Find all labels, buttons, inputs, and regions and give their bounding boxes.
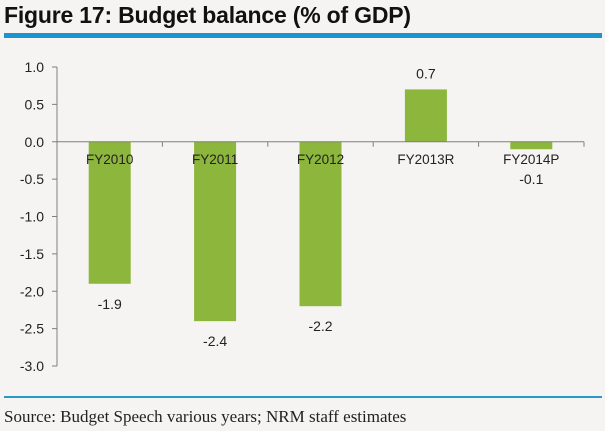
x-tick-label: FY2013R (397, 152, 454, 167)
x-tick-label: FY2011 (192, 152, 238, 167)
y-tick-label: 0.5 (25, 96, 45, 112)
source-rule (4, 396, 602, 398)
chart-title: Figure 17: Budget balance (% of GDP) (4, 2, 411, 28)
y-tick-label: -3.0 (20, 358, 44, 374)
y-tick-label: -1.5 (20, 246, 44, 262)
data-label: -1.9 (98, 296, 122, 312)
data-label: -2.2 (308, 318, 332, 334)
bar-fy2011 (194, 141, 237, 322)
x-tick-label: FY2010 (86, 152, 133, 167)
data-labels: -1.9 -2.4 -2.2 0.7 -0.1 (98, 65, 544, 349)
bars (88, 89, 553, 322)
source-note: Source: Budget Speech various years; NRM… (4, 407, 407, 426)
bar-fy2013r (404, 89, 447, 142)
x-tick-label: FY2014P (503, 152, 559, 167)
data-label: 0.7 (416, 65, 436, 81)
y-tick-label: -0.5 (20, 171, 44, 187)
bar-fy2014p (510, 141, 553, 150)
y-tick-label: -1.0 (20, 209, 44, 225)
y-axis: 1.0 0.5 0.0 -0.5 -1.0 -1.5 -2.0 -2.5 -3.0 (20, 59, 58, 374)
data-label: -0.1 (519, 171, 543, 187)
x-axis: FY2010 FY2011 FY2012 FY2013R FY2014P (57, 141, 585, 167)
y-tick-label: 0.0 (25, 134, 45, 150)
bar-fy2012 (299, 141, 342, 307)
y-tick-label: -2.0 (20, 283, 44, 299)
y-tick-label: -2.5 (20, 321, 44, 337)
y-tick-label: 1.0 (25, 59, 45, 75)
data-label: -2.4 (203, 333, 227, 349)
title-rule (4, 33, 602, 38)
bar-fy2010 (88, 141, 131, 284)
x-tick-label: FY2012 (297, 152, 344, 167)
